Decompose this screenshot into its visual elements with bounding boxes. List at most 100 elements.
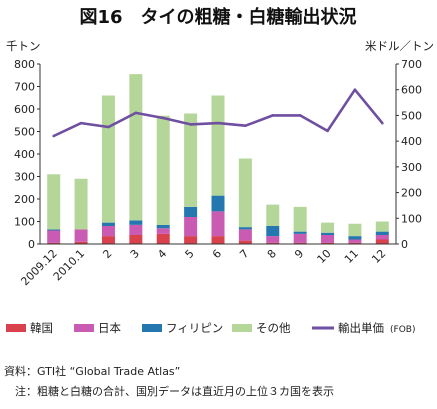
bar-segment-0-11 [348,242,362,244]
bar-segment-3-7 [238,158,252,228]
right-axis-ticks: 0 100 200 300 400 500 600 700 [396,58,422,251]
legend: 韓国 日本 フィリピン その他 輸出単価 (FOB) [6,321,415,335]
line-point-8 [271,114,275,117]
category-label-9: 9 [292,247,306,261]
left-tick-label-3: 300 [14,171,35,184]
bar-segment-1-4 [156,228,170,234]
bar-segment-3-8 [266,204,280,226]
left-tick-label-4: 400 [14,148,35,161]
legend-swatch-3 [232,324,252,332]
line-point-0 [52,134,55,138]
footer-notes: 資料：GTI社 “Global Trade Atlas” 注：粗糖と白糖の合計、… [4,362,334,402]
category-label-5: 5 [183,247,197,261]
category-label-11: 11 [342,247,361,266]
legend-swatch-1 [74,324,94,332]
line-point-9 [298,114,302,117]
left-tick-label-0: 0 [28,238,35,251]
legend-label-3: その他 [256,321,291,335]
bar-segment-1-5 [184,217,198,237]
line-point-7 [244,124,247,128]
right-tick-label-5: 500 [401,109,422,122]
legend-label-1: 日本 [98,321,121,335]
bar-segment-0-3 [129,235,143,244]
bar-segment-1-10 [321,235,335,243]
left-tick-label-5: 500 [14,126,35,139]
footnote: 注：粗糖と白糖の合計、国別データは直近月の上位３カ国を表示 [4,385,334,398]
right-tick-label-7: 700 [401,58,422,71]
bar-segment-0-12 [375,239,389,244]
right-tick-label-0: 0 [401,238,408,251]
bar-segment-3-6 [211,95,225,196]
legend-swatch-2 [142,324,162,332]
bar-segment-0-4 [156,233,170,244]
bar-segment-1-2 [101,226,115,237]
bar-segment-1-8 [266,236,280,243]
left-axis-unit: 千トン [6,39,41,53]
category-label-1: 2010.1 [51,247,87,283]
bar-segment-3-0 [47,174,61,230]
line-point-11 [353,88,357,92]
bar-segment-2-8 [266,226,280,237]
bar-segment-1-12 [375,235,389,240]
line-point-4 [161,116,165,120]
right-tick-label-2: 200 [401,187,422,200]
left-tick-label-7: 700 [14,81,35,94]
source-note: 資料：GTI社 “Global Trade Atlas” [4,365,181,378]
category-label-6: 6 [210,247,224,261]
bar-segment-0-8 [266,242,280,244]
category-label-7: 7 [237,247,251,261]
bar-segment-3-3 [129,74,143,221]
bar-segment-3-12 [375,221,389,232]
category-label-3: 3 [128,247,142,261]
left-tick-label-6: 600 [14,103,35,116]
line-point-6 [216,121,220,125]
category-label-10: 10 [315,247,334,266]
line-point-2 [107,125,110,129]
bar-segment-2-3 [129,220,143,225]
bar-segment-0-5 [184,236,198,244]
bar-segment-1-11 [348,239,362,243]
bar-series-group [47,74,389,244]
bar-segment-1-9 [293,233,307,243]
bar-segment-1-0 [47,230,61,243]
category-label-8: 8 [265,247,279,261]
bar-segment-1-1 [74,229,88,242]
bar-segment-1-7 [238,229,252,241]
legend-swatch-0 [6,324,26,332]
category-label-4: 4 [155,247,169,261]
bar-segment-2-2 [101,222,115,226]
bar-segment-3-11 [348,223,362,237]
legend-label-suffix: (FOB) [390,325,415,335]
category-label-2: 2 [100,247,114,261]
chart-title: 図16 タイの粗糖・白糖輸出状況 [79,6,356,28]
left-tick-label-1: 100 [14,216,35,229]
bar-segment-3-1 [74,178,88,230]
legend-label-4: 輸出単価 [338,321,384,335]
legend-label-0: 韓国 [30,321,53,335]
bar-segment-2-4 [156,224,170,229]
bar-segment-0-9 [293,242,307,244]
bar-segment-2-10 [321,232,335,235]
bar-segment-3-2 [101,95,115,223]
bar-segment-0-1 [74,241,88,244]
bar-segment-0-7 [238,240,252,244]
line-point-3 [134,111,138,115]
left-axis-ticks: 0 100 200 300 400 500 600 700 800 [14,58,40,251]
bar-segment-1-6 [211,211,225,237]
line-point-1 [79,121,83,125]
bar-segment-2-7 [238,227,252,230]
bar-segment-0-6 [211,236,225,244]
bar-segment-1-3 [129,224,143,235]
category-label-0: 2009.12 [18,247,59,288]
left-tick-label-8: 800 [14,58,35,71]
line-series-group [52,88,384,138]
bar-segment-0-10 [321,242,335,244]
legend-label-2: フィリピン [166,321,223,335]
bar-segment-2-9 [293,231,307,234]
right-tick-label-4: 400 [401,135,422,148]
bar-segment-2-5 [184,206,198,217]
bar-segment-3-9 [293,206,307,232]
right-tick-label-1: 100 [401,212,422,225]
category-label-12: 12 [369,247,388,266]
